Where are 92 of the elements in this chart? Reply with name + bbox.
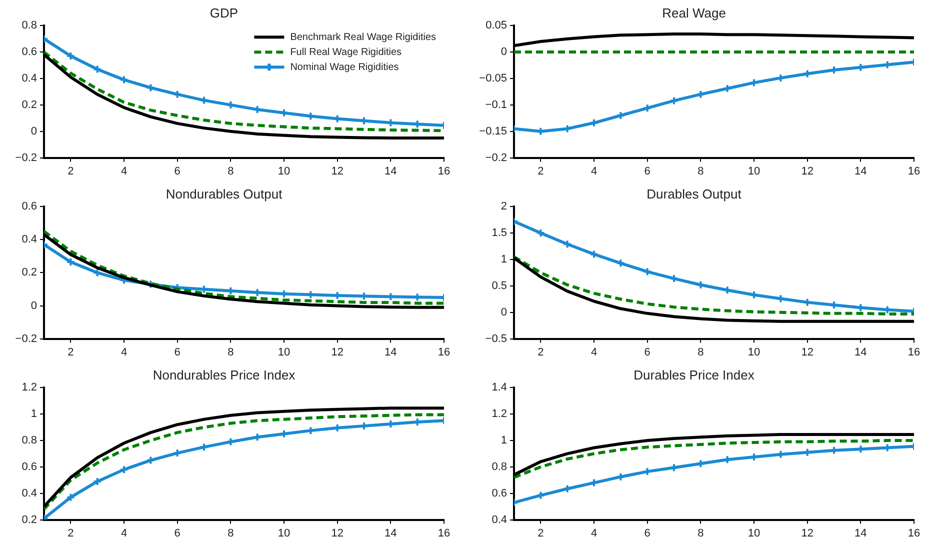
- y-tick-label: −0.2: [485, 152, 507, 164]
- x-tick-label: 2: [538, 527, 544, 540]
- x-tick-label: 8: [228, 527, 234, 540]
- chart-title: GDP: [210, 5, 238, 20]
- x-tick-label: 14: [854, 165, 867, 178]
- y-tick-label: 1: [500, 254, 507, 266]
- y-tick-label: 0.5: [492, 280, 507, 292]
- chart-title: Durables Output: [646, 186, 742, 202]
- y-tick-label: 0.6: [22, 200, 37, 213]
- x-tick-label: 10: [748, 346, 760, 358]
- x-tick-label: 6: [644, 527, 650, 540]
- x-tick-label: 12: [801, 346, 814, 358]
- y-tick-label: 0.4: [22, 487, 37, 500]
- x-tick-label: 10: [748, 165, 760, 178]
- x-tick-label: 12: [801, 165, 814, 178]
- y-tick-label: 1.2: [22, 382, 37, 394]
- x-tick-label: 4: [120, 346, 128, 358]
- y-tick-label: −0.1: [485, 98, 507, 111]
- x-tick-label: 8: [228, 165, 234, 178]
- x-tick-label: 2: [538, 165, 544, 178]
- x-tick-label: 4: [120, 527, 128, 540]
- x-tick-label: 4: [590, 165, 598, 178]
- y-tick-label: 0.2: [22, 514, 37, 526]
- x-tick-label: 8: [698, 346, 704, 358]
- x-tick-label: 16: [908, 165, 920, 178]
- chart-title: Nondurables Price Index: [152, 367, 296, 382]
- x-tick-label: 2: [68, 165, 74, 178]
- x-tick-label: 16: [438, 527, 450, 540]
- y-tick-label: 0.6: [22, 460, 37, 473]
- x-tick-label: 4: [590, 527, 598, 540]
- legend-label: Benchmark Real Wage Rigidities: [290, 32, 436, 43]
- x-tick-label: 2: [538, 346, 544, 358]
- x-tick-label: 4: [120, 165, 128, 178]
- y-tick-label: −0.5: [485, 332, 507, 345]
- x-tick-label: 12: [331, 346, 344, 358]
- y-tick-label: −0.15: [479, 125, 507, 138]
- x-tick-label: 10: [748, 527, 760, 540]
- y-tick-label: 0.4: [22, 234, 37, 246]
- x-tick-label: 16: [908, 527, 920, 540]
- y-tick-label: 0.05: [486, 20, 507, 32]
- x-tick-label: 6: [644, 165, 650, 178]
- x-tick-label: 8: [228, 346, 234, 358]
- chart-title: Nondurables Output: [166, 186, 283, 202]
- x-tick-label: 14: [854, 527, 867, 540]
- x-tick-label: 2: [68, 346, 74, 358]
- y-tick-label: 0.2: [22, 98, 37, 111]
- x-tick-label: 16: [438, 165, 450, 178]
- y-tick-label: 0.4: [22, 72, 37, 85]
- y-tick-label: 0.6: [22, 46, 37, 58]
- x-tick-label: 4: [590, 346, 598, 358]
- legend-label: Full Real Wage Rigidities: [290, 46, 402, 58]
- x-tick-label: 10: [278, 346, 290, 358]
- chart-title: Real Wage: [662, 5, 726, 20]
- y-tick-label: 0.2: [22, 266, 37, 279]
- y-tick-label: −0.2: [15, 152, 37, 164]
- x-tick-label: 16: [908, 346, 920, 358]
- y-tick-label: 0: [500, 306, 507, 318]
- y-tick-label: 1: [500, 434, 507, 447]
- y-tick-label: 1: [30, 408, 37, 420]
- y-tick-label: 0: [500, 46, 507, 58]
- x-tick-label: 6: [644, 346, 650, 358]
- x-tick-label: 10: [278, 165, 290, 178]
- y-tick-label: 1.2: [492, 408, 507, 420]
- x-tick-label: 6: [174, 527, 180, 540]
- x-tick-label: 14: [854, 346, 867, 358]
- x-tick-label: 10: [278, 527, 290, 540]
- x-tick-label: 14: [384, 165, 397, 178]
- y-tick-label: −0.2: [15, 332, 37, 345]
- y-tick-label: 0.4: [492, 514, 507, 526]
- y-tick-label: 0.8: [492, 460, 507, 473]
- y-tick-label: 1.4: [492, 382, 507, 394]
- x-tick-label: 12: [331, 165, 344, 178]
- chart-title: Durables Price Index: [634, 367, 755, 382]
- x-tick-label: 8: [698, 527, 704, 540]
- x-tick-label: 12: [801, 527, 814, 540]
- x-tick-label: 8: [698, 165, 704, 178]
- y-tick-label: 1.5: [492, 227, 507, 240]
- x-tick-label: 14: [384, 346, 397, 358]
- x-tick-label: 6: [174, 165, 180, 178]
- y-tick-label: 2: [500, 200, 507, 213]
- y-tick-label: 0.6: [492, 487, 507, 500]
- x-tick-label: 6: [174, 346, 180, 358]
- x-tick-label: 12: [331, 527, 344, 540]
- y-tick-label: 0.8: [22, 434, 37, 447]
- y-tick-label: 0: [30, 300, 37, 312]
- legend-label: Nominal Wage Rigidities: [290, 62, 399, 73]
- y-tick-label: 0.8: [22, 20, 37, 32]
- x-tick-label: 2: [68, 527, 74, 540]
- x-tick-label: 16: [438, 346, 450, 358]
- y-tick-label: 0: [30, 125, 37, 138]
- x-tick-label: 14: [384, 527, 397, 540]
- y-tick-label: −0.05: [479, 72, 507, 85]
